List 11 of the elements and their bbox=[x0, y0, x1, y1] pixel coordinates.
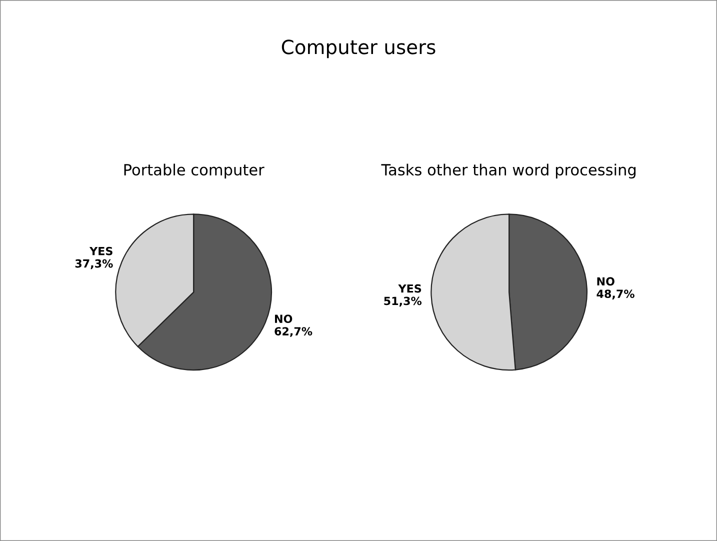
data-label: 37,3% bbox=[75, 259, 113, 270]
data-label: 51,3% bbox=[384, 296, 422, 307]
text: Computer users bbox=[282, 40, 436, 58]
slice-label: YES bbox=[89, 246, 112, 256]
slice-label: YES bbox=[398, 284, 422, 293]
chart-title: Tasks other than word processing bbox=[381, 164, 636, 178]
slice-label: NO bbox=[597, 277, 614, 286]
slice-label: NO bbox=[275, 314, 292, 324]
data-label: 62,7% bbox=[274, 327, 312, 337]
chart-title: Portable computer bbox=[124, 164, 264, 178]
data-label: 48,7% bbox=[596, 290, 634, 300]
